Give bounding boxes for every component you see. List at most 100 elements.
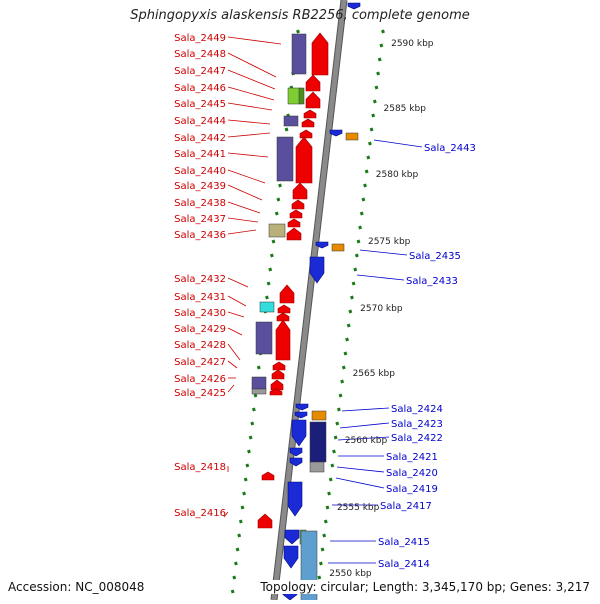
right-tick-mark [332, 449, 336, 454]
left-leader-line [223, 511, 229, 518]
cog-feature-box [291, 33, 307, 75]
left-tick-mark [243, 477, 248, 482]
right-gene-label: Sala_2415 [378, 537, 430, 548]
backbone-line [271, 0, 347, 601]
right-gene-label: Sala_2420 [386, 468, 438, 479]
left-leader-line [227, 277, 249, 288]
left-tick-mark [251, 407, 256, 412]
cog-feature-box [309, 461, 325, 473]
left-tick-mark [242, 491, 247, 496]
left-tick-mark [256, 365, 261, 370]
kbp-label: 2565 kbp [353, 369, 396, 379]
right-leader-line [337, 436, 390, 441]
reverse-gene-arrow [283, 545, 299, 569]
left-tick-mark [233, 561, 238, 566]
left-tick-mark [253, 393, 258, 398]
left-gene-label: Sala_2428 [174, 340, 226, 351]
right-leader-line [335, 477, 385, 489]
right-tick-mark [376, 71, 381, 76]
cog-feature-box [251, 376, 267, 390]
right-tick-mark [320, 547, 325, 552]
right-gene-label: Sala_2419 [386, 484, 438, 495]
left-leader-line [227, 169, 266, 184]
cog-feature-box [331, 243, 345, 252]
reverse-gene-arrow [309, 256, 325, 284]
right-tick-mark [377, 57, 382, 62]
cog-feature-box [311, 410, 327, 421]
left-tick-mark [248, 435, 253, 440]
right-gene-label: Sala_2422 [391, 433, 443, 444]
forward-gene-arrow [276, 312, 290, 322]
reverse-gene-arrow [315, 241, 329, 249]
right-tick-mark [333, 435, 338, 440]
left-gene-label: Sala_2437 [174, 214, 226, 225]
right-gene-label: Sala_2433 [406, 276, 458, 287]
right-tick-mark [363, 183, 367, 188]
left-gene-label: Sala_2416 [174, 508, 226, 519]
left-tick-mark [284, 127, 289, 132]
right-tick-mark [379, 43, 384, 48]
left-leader-line [227, 69, 276, 90]
cog-feature-box [259, 301, 275, 313]
reverse-gene-arrow [289, 447, 303, 457]
right-leader-line [341, 407, 390, 412]
cog-feature-box [268, 223, 286, 238]
left-gene-label: Sala_2446 [174, 83, 226, 94]
right-gene-label: Sala_2423 [391, 419, 443, 430]
right-leader-line [336, 466, 385, 473]
forward-gene-arrow [292, 182, 308, 200]
right-tick-mark [369, 127, 374, 132]
right-tick-mark [345, 337, 349, 342]
left-gene-label: Sala_2442 [174, 133, 226, 144]
left-gene-label: Sala_2426 [174, 374, 226, 385]
left-leader-line [227, 184, 263, 201]
cog-feature-box [298, 87, 305, 105]
reverse-gene-arrow [289, 457, 303, 467]
left-gene-label: Sala_2425 [174, 388, 226, 399]
right-tick-mark [330, 463, 335, 468]
right-tick-mark [366, 155, 371, 160]
map-title: Sphingopyxis alaskensis RB2256, complete… [130, 8, 470, 23]
right-tick-mark [351, 281, 356, 286]
left-tick-mark [271, 239, 276, 244]
left-tick-mark [268, 267, 273, 272]
left-leader-line [227, 311, 245, 318]
right-gene-label: Sala_2435 [409, 251, 461, 262]
left-tick-mark [240, 505, 245, 510]
right-tick-mark [368, 141, 372, 146]
left-gene-label: Sala_2440 [174, 166, 226, 177]
forward-gene-arrow [271, 369, 285, 380]
right-tick-mark [348, 309, 353, 314]
left-leader-line [227, 360, 238, 369]
left-gene-label: Sala_2432 [174, 274, 226, 285]
kbp-label: 2550 kbp [329, 569, 372, 579]
kbp-label: 2570 kbp [360, 304, 403, 314]
forward-gene-arrow [257, 513, 273, 529]
kbp-label: 2560 kbp [345, 436, 388, 446]
reverse-gene-arrow [284, 529, 300, 545]
left-leader-line [227, 384, 235, 393]
left-leader-line [227, 229, 257, 235]
left-gene-label: Sala_2418 [174, 462, 226, 473]
forward-gene-arrow [303, 109, 317, 119]
left-tick-mark [266, 281, 271, 286]
cog-feature-box [251, 388, 267, 395]
right-gene-label: Sala_2414 [378, 559, 430, 570]
left-gene-label: Sala_2429 [174, 324, 226, 335]
left-gene-label: Sala_2445 [174, 99, 226, 110]
right-tick-mark [336, 407, 341, 412]
right-gene-label: Sala_2424 [391, 404, 443, 415]
right-tick-mark [371, 113, 376, 118]
left-tick-mark [276, 197, 281, 202]
right-gene-label: Sala_2421 [386, 452, 438, 463]
left-tick-mark [237, 533, 242, 538]
left-gene-label: Sala_2431 [174, 292, 226, 303]
cog-feature-box [276, 136, 294, 182]
reverse-gene-arrow [291, 419, 307, 447]
left-gene-label: Sala_2430 [174, 308, 226, 319]
left-leader-line [227, 152, 269, 158]
right-tick-mark [372, 99, 377, 104]
right-tick-mark [327, 491, 332, 496]
left-leader-line [227, 343, 241, 361]
